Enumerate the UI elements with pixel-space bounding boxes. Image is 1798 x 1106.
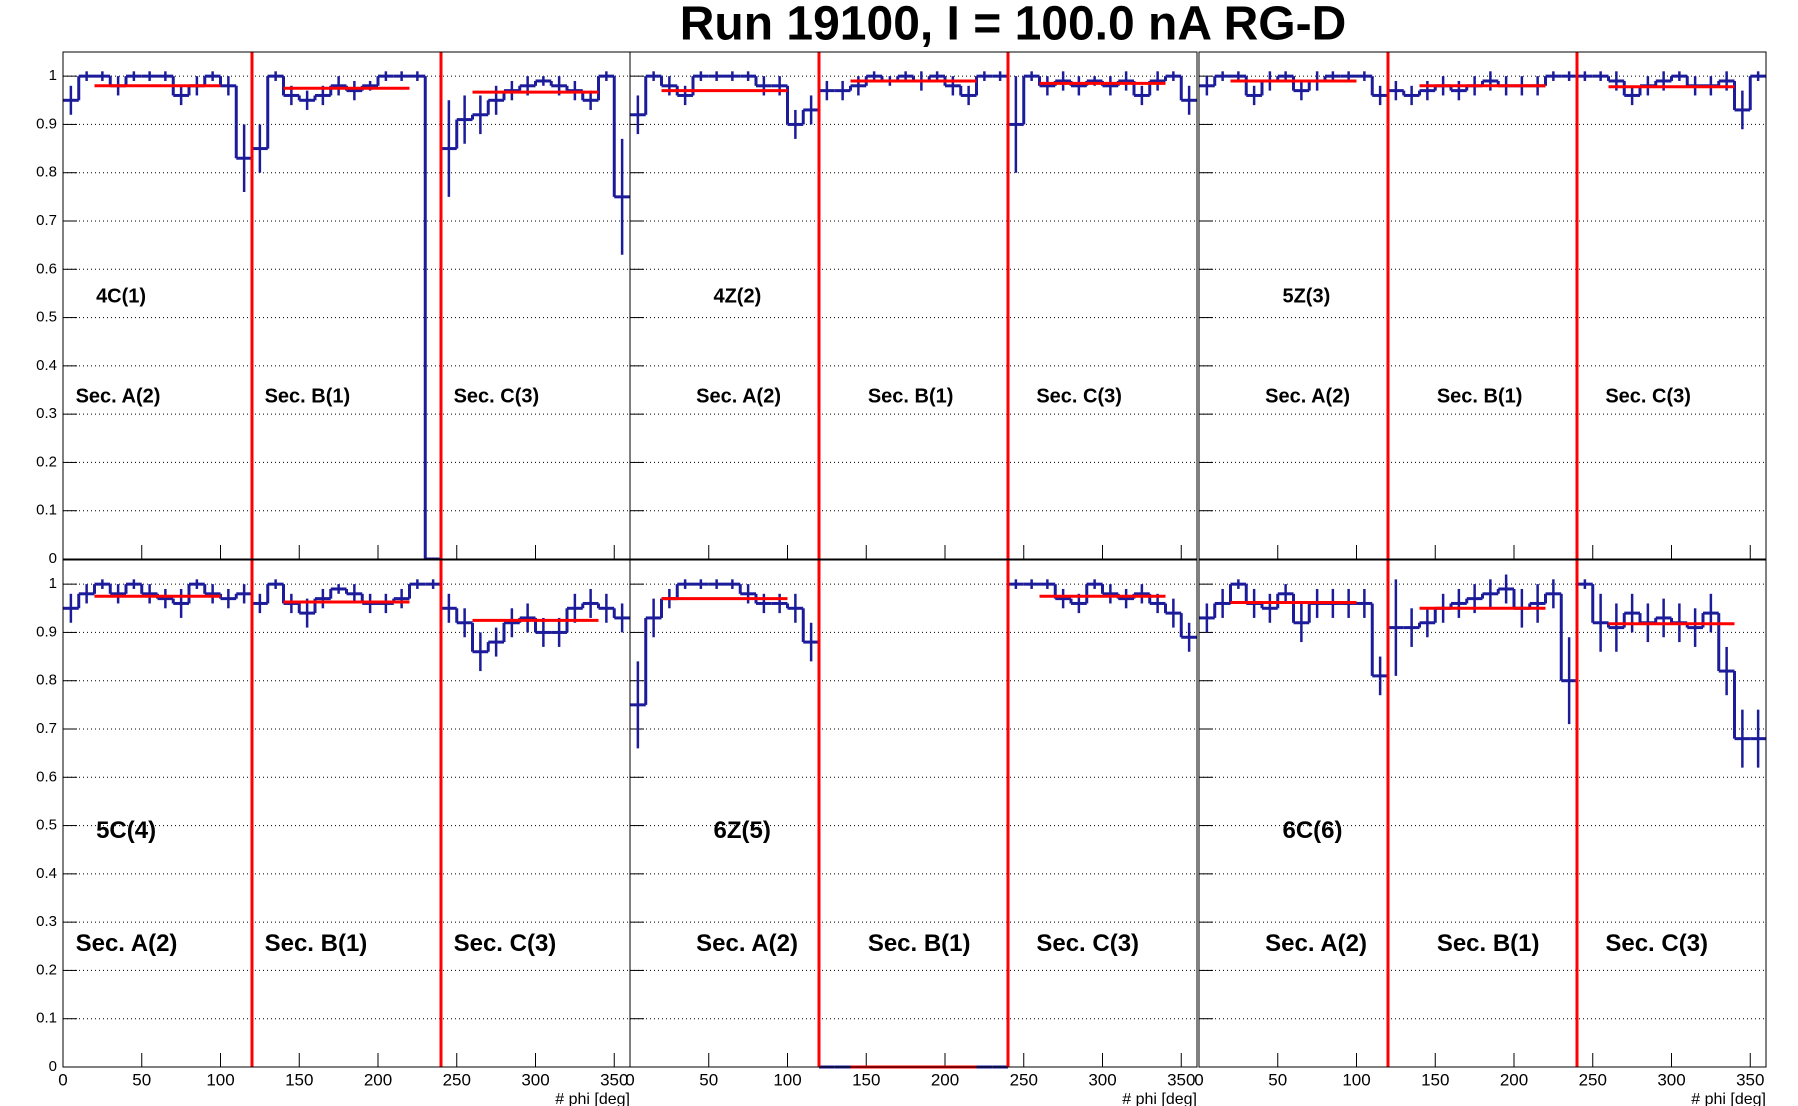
sector-label: Sec. C(3): [454, 930, 557, 957]
panel-label: 6Z(5): [713, 817, 770, 844]
sector-label: Sec. A(2): [76, 386, 161, 408]
x-tick-label: 0: [1194, 1070, 1203, 1089]
x-tick-label: 350: [1736, 1070, 1764, 1089]
x-tick-label: 50: [132, 1070, 151, 1089]
panel-frame: [629, 51, 1198, 560]
x-tick-label: 300: [521, 1070, 549, 1089]
panel-label: 4Z(2): [713, 286, 761, 308]
x-tick-label: 250: [1579, 1070, 1607, 1089]
x-tick-label: 50: [699, 1070, 718, 1089]
x-axis-label: # phi [deg]: [1122, 1091, 1197, 1106]
y-tick-label: 0.7: [36, 212, 57, 229]
x-axis-label: # phi [deg]: [555, 1091, 630, 1106]
panel-label: 4C(1): [96, 286, 146, 308]
panel-label: 6C(6): [1282, 817, 1342, 844]
x-tick-label: 350: [600, 1070, 628, 1089]
x-tick-label: 350: [1167, 1070, 1195, 1089]
y-tick-label: 0.2: [36, 453, 57, 470]
x-tick-label: 150: [852, 1070, 880, 1089]
sector-label: Sec. A(2): [696, 386, 781, 408]
y-tick-label: 0: [49, 1058, 57, 1075]
panel-frame: [1198, 559, 1767, 1068]
sector-label: Sec. C(3): [1605, 386, 1691, 408]
sector-label: Sec. A(2): [1265, 930, 1367, 957]
sector-label: Sec. A(2): [76, 930, 178, 957]
sector-label: Sec. A(2): [1265, 386, 1350, 408]
x-tick-label: 300: [1657, 1070, 1685, 1089]
y-tick-label: 1: [49, 67, 57, 84]
y-tick-label: 0.5: [36, 817, 57, 834]
y-tick-label: 0.4: [36, 865, 57, 882]
sector-label: Sec. A(2): [696, 930, 798, 957]
y-tick-label: 0.3: [36, 913, 57, 930]
x-tick-label: 150: [285, 1070, 313, 1089]
x-tick-label: 150: [1421, 1070, 1449, 1089]
y-tick-label: 0.9: [36, 115, 57, 132]
sector-label: Sec. B(1): [868, 386, 954, 408]
x-tick-label: 50: [1268, 1070, 1287, 1089]
sector-label: Sec. B(1): [265, 386, 351, 408]
x-tick-label: 0: [625, 1070, 634, 1089]
x-tick-label: 250: [1010, 1070, 1038, 1089]
y-tick-label: 0.8: [36, 164, 57, 181]
sector-label: Sec. B(1): [1437, 386, 1523, 408]
y-tick-label: 0.1: [36, 502, 57, 519]
panel-frame: [629, 559, 1198, 1068]
sector-label: Sec. B(1): [265, 930, 368, 957]
x-tick-label: 200: [364, 1070, 392, 1089]
sector-label: Sec. C(3): [454, 386, 540, 408]
panel-label: 5C(4): [96, 817, 156, 844]
x-tick-label: 0: [58, 1070, 67, 1089]
y-tick-label: 0.1: [36, 1010, 57, 1027]
y-tick-label: 0.6: [36, 768, 57, 785]
x-tick-label: 200: [1500, 1070, 1528, 1089]
x-tick-label: 100: [773, 1070, 801, 1089]
x-tick-label: 250: [443, 1070, 471, 1089]
y-tick-label: 0.6: [36, 260, 57, 277]
y-tick-label: 0.2: [36, 961, 57, 978]
x-tick-label: 100: [1342, 1070, 1370, 1089]
y-tick-label: 0.9: [36, 623, 57, 640]
y-tick-label: 0: [49, 550, 57, 567]
sector-label: Sec. C(3): [1036, 930, 1139, 957]
x-axis-label: # phi [deg]: [1691, 1091, 1766, 1106]
sector-label: Sec. B(1): [1437, 930, 1540, 957]
y-tick-label: 0.3: [36, 405, 57, 422]
y-tick-label: 0.4: [36, 357, 57, 374]
y-tick-label: 0.8: [36, 672, 57, 689]
x-tick-label: 200: [931, 1070, 959, 1089]
y-tick-label: 0.5: [36, 309, 57, 326]
y-tick-label: 1: [49, 575, 57, 592]
sector-label: Sec. C(3): [1036, 386, 1122, 408]
panel-frame: [1198, 51, 1767, 560]
sector-label: Sec. B(1): [868, 930, 971, 957]
y-tick-label: 0.7: [36, 720, 57, 737]
x-tick-label: 300: [1088, 1070, 1116, 1089]
x-tick-label: 100: [206, 1070, 234, 1089]
canvas-title: Run 19100, I = 100.0 nA RG-D: [680, 0, 1346, 51]
sector-label: Sec. C(3): [1605, 930, 1708, 957]
panel-label: 5Z(3): [1282, 286, 1330, 308]
